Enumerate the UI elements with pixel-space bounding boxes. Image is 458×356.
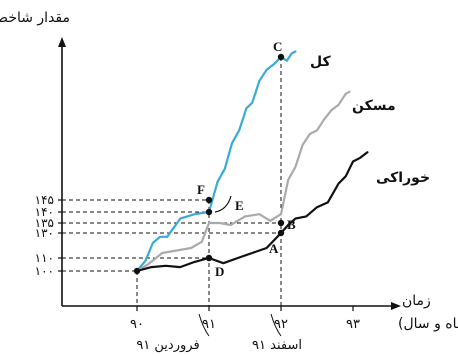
x-tick-label: ۹۲ xyxy=(274,317,288,332)
axes xyxy=(58,37,401,310)
series-label-food: خوراکی xyxy=(376,170,430,186)
point-marker-d xyxy=(205,254,213,262)
point-label-a: A xyxy=(269,241,279,256)
series-line-food xyxy=(135,151,369,273)
point-label-f: F xyxy=(197,182,205,197)
x-axis-label: زمان xyxy=(402,293,431,309)
leader-line-e xyxy=(214,195,232,213)
y-tick-label: ۱۴۰ xyxy=(35,205,54,219)
x-tick-label: ۹۳ xyxy=(346,317,360,332)
point-label-e: E xyxy=(235,198,244,213)
annotation-esfand-91: اسفند ۹۱ xyxy=(252,338,302,353)
series-label-housing: مسکن xyxy=(352,98,396,114)
point-label-c: C xyxy=(273,39,282,54)
point-marker-a xyxy=(277,229,285,237)
annotation-farvardin-91: فروردین ۹۱ xyxy=(136,338,199,353)
y-tick-label: ۱۴۵ xyxy=(35,193,54,207)
point-marker-f xyxy=(205,196,213,204)
x-ticks: ۹۰ ۹۱ ۹۲ ۹۳ xyxy=(130,306,360,337)
series-label-total: کل xyxy=(310,54,331,70)
y-tick-label: ۱۱۰ xyxy=(35,251,54,265)
point-label-d: D xyxy=(215,264,224,279)
y-tick-label: ۱۰۰ xyxy=(35,264,54,278)
series-line-housing xyxy=(135,90,351,273)
series-lines xyxy=(135,50,369,273)
series-line-total xyxy=(135,50,297,273)
point-marker-e xyxy=(205,208,213,216)
guide-lines xyxy=(62,57,282,306)
x-tick-label: ۹۰ xyxy=(130,317,144,332)
annotation-bracket xyxy=(198,313,210,337)
x-axis-unit: (ماه و سال) xyxy=(398,316,458,332)
point-label-b: B xyxy=(287,217,296,232)
annotation-bracket xyxy=(270,313,282,337)
y-axis-label: مقدار شاخص‌ها xyxy=(0,10,70,26)
point-marker-c xyxy=(277,53,285,61)
x-tick-label: ۹۱ xyxy=(202,317,216,332)
point-marker-b xyxy=(277,219,285,227)
reference-points: C F E BA D xyxy=(133,39,296,279)
y-tick-label: ۱۳۵ xyxy=(35,216,54,230)
y-tick-label: ۱۳۰ xyxy=(35,226,54,240)
point-marker-origin xyxy=(133,267,141,275)
